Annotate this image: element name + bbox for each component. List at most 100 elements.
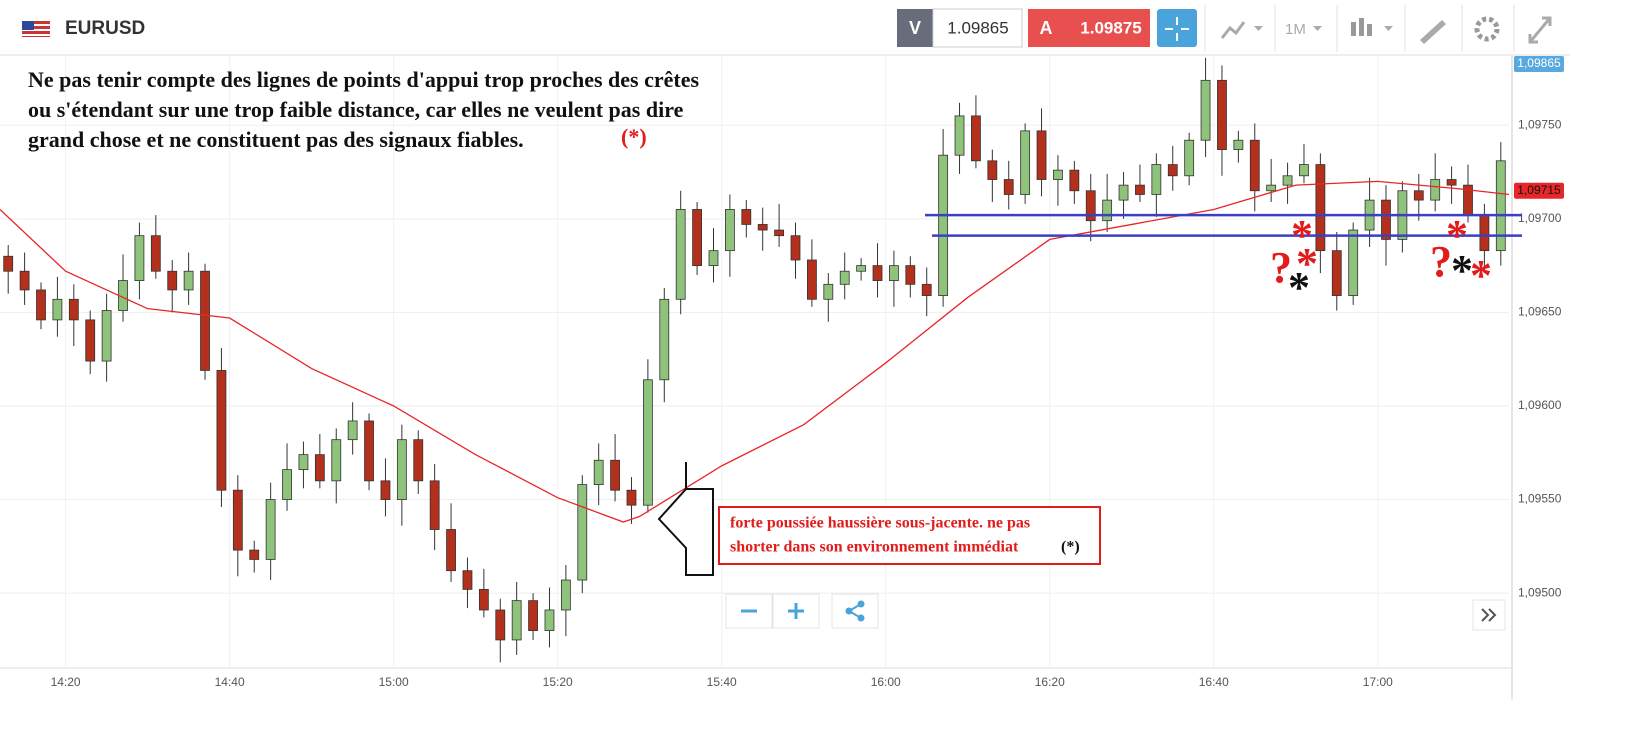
candle-body	[347, 420, 358, 441]
candle-body	[446, 529, 456, 572]
share[interactable]	[831, 593, 879, 629]
note-line: grand chose et ne constituent pas des si…	[28, 127, 524, 152]
candle-body	[971, 115, 981, 162]
candle-body	[1053, 169, 1063, 180]
ma-price: 1,09715	[1517, 183, 1561, 197]
candle-body	[249, 549, 260, 560]
last-price: 1,09865	[1517, 56, 1561, 70]
candle-body	[134, 235, 145, 281]
candle-body	[1348, 229, 1359, 296]
chart-type-icon[interactable]	[1220, 21, 1246, 39]
candle-body	[610, 459, 620, 491]
candle-body	[1036, 130, 1047, 180]
candle-body	[36, 289, 46, 321]
candle-body	[938, 154, 949, 296]
candle-body	[1413, 190, 1424, 201]
candle-body	[839, 270, 850, 285]
candle-body	[495, 609, 506, 641]
candle-body	[724, 209, 735, 252]
sell-button[interactable]	[897, 9, 933, 47]
candle-body	[1167, 164, 1178, 177]
y-tick-label: 1,09750	[1518, 117, 1562, 131]
x-tick-label: 16:40	[1199, 675, 1229, 689]
candle-body	[200, 270, 210, 371]
candle-body	[429, 480, 440, 530]
candle-body	[85, 319, 96, 362]
candle-body	[659, 298, 670, 381]
candle-body	[626, 489, 637, 506]
toolbar-separators	[1204, 5, 1515, 52]
crosshair-icon	[1165, 17, 1189, 41]
candle-body	[593, 459, 604, 485]
scroll-icon	[1481, 608, 1497, 622]
candle-body	[1446, 179, 1457, 186]
candle-body	[1184, 139, 1195, 177]
candle-body	[511, 600, 522, 641]
plus-icon	[788, 603, 804, 619]
symbol: EURUSD	[65, 18, 145, 39]
note: Ne pas tenir compte des lignes de points…	[28, 67, 699, 152]
dropdown-arrow	[1384, 26, 1393, 31]
callout: forte poussiée haussière sous-jacente. n…	[730, 515, 1080, 556]
share-dot	[857, 600, 865, 608]
dropdown-arrow	[1254, 26, 1263, 31]
candle-body	[528, 600, 538, 631]
x-tick-label: 15:00	[379, 675, 409, 689]
candle-body	[1020, 130, 1031, 195]
marker: *	[1470, 251, 1492, 300]
candle-body	[167, 270, 178, 291]
candle-body	[331, 439, 342, 482]
candle-body	[560, 579, 571, 611]
candle-body	[889, 265, 899, 281]
x-tick-label: 16:20	[1035, 675, 1065, 689]
candle-body	[823, 283, 834, 300]
candle-body	[265, 499, 276, 560]
candle-body	[1003, 179, 1014, 195]
share-dot	[857, 614, 865, 622]
timeframe[interactable]: 1M	[1285, 21, 1306, 38]
x-tick-label: 14:20	[51, 675, 81, 689]
candle-body	[101, 310, 112, 362]
candle-body	[675, 209, 686, 300]
buy-button[interactable]	[1028, 9, 1150, 47]
candle-body	[708, 250, 719, 267]
callout-box	[718, 506, 1101, 565]
candle-body	[987, 160, 998, 180]
last-price-badge	[1514, 56, 1564, 72]
candle-body	[19, 270, 30, 291]
y-tick-label: 1,09500	[1518, 585, 1562, 599]
candle-body	[216, 370, 227, 491]
candle-body	[462, 570, 473, 590]
candle-body	[68, 298, 79, 321]
note-ref: (*)	[621, 124, 647, 149]
candle-body	[314, 454, 325, 482]
sell-price-box[interactable]	[932, 8, 1023, 48]
x-tick-label: 17:00	[1363, 675, 1393, 689]
candle-body	[692, 209, 702, 267]
arrow	[657, 462, 714, 576]
crosshair-button[interactable]	[1157, 9, 1197, 47]
candle-body	[1266, 184, 1277, 192]
candle-body	[1233, 139, 1244, 150]
candles-icon[interactable]	[1351, 18, 1372, 36]
moving-average	[0, 180, 1510, 523]
candle-body	[298, 454, 309, 471]
candle-body	[954, 115, 965, 156]
x-tick-label: 14:40	[215, 675, 245, 689]
y-tick-label: 1,09700	[1518, 211, 1562, 225]
y-tick-label: 1,09600	[1518, 398, 1562, 412]
fullscreen-icon[interactable]	[1528, 16, 1552, 44]
callout-ref: (*)	[1061, 539, 1080, 556]
marker: *	[1291, 211, 1313, 260]
marker: *	[1288, 263, 1310, 312]
share-dot	[845, 607, 853, 615]
buy-label: A	[1040, 18, 1053, 38]
y-tick-label: 1,09650	[1518, 305, 1562, 319]
draw-icon[interactable]	[1420, 20, 1446, 44]
x-tick-label: 15:20	[543, 675, 573, 689]
candle-body	[856, 265, 867, 272]
settings-icon[interactable]	[1474, 16, 1500, 42]
candle-body	[1069, 169, 1080, 192]
candle-body	[1085, 190, 1096, 222]
